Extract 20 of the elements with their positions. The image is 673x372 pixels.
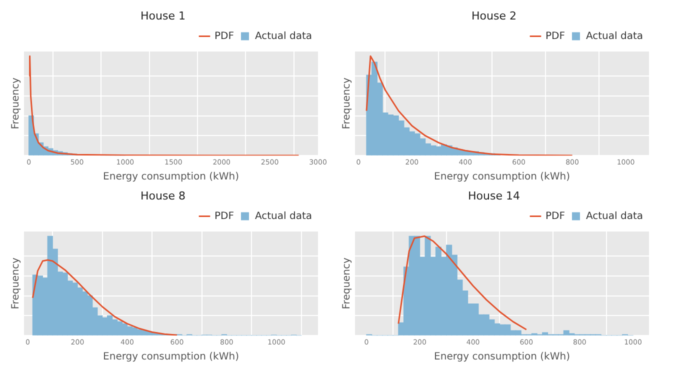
chart-title: House 2 [472,9,516,22]
y-axis-title: Frequency [10,257,22,310]
legend-label: Actual data [254,30,312,42]
legend-label: Actual data [586,30,643,42]
chart-title: House 1 [140,9,186,22]
y-axis-title: Frequency [342,77,353,130]
legend-label: Actual data [254,210,312,222]
legend-label: PDF [214,30,234,42]
y-axis-title: Frequency [342,257,353,310]
x-axis-title: Energy consumption (kWh) [103,352,240,363]
legend-label: PDF [545,210,566,222]
x-axis-title: Energy consumption (kWh) [103,172,240,183]
legend-label: Actual data [586,210,643,222]
chart-title: House 8 [140,189,186,202]
legend-label: PDF [214,210,234,222]
x-axis-title: Energy consumption (kWh) [434,352,570,363]
chart-title: House 14 [468,189,520,202]
y-axis-title: Frequency [10,77,22,130]
legend-label: PDF [545,30,566,42]
x-axis-title: Energy consumption (kWh) [434,172,570,183]
